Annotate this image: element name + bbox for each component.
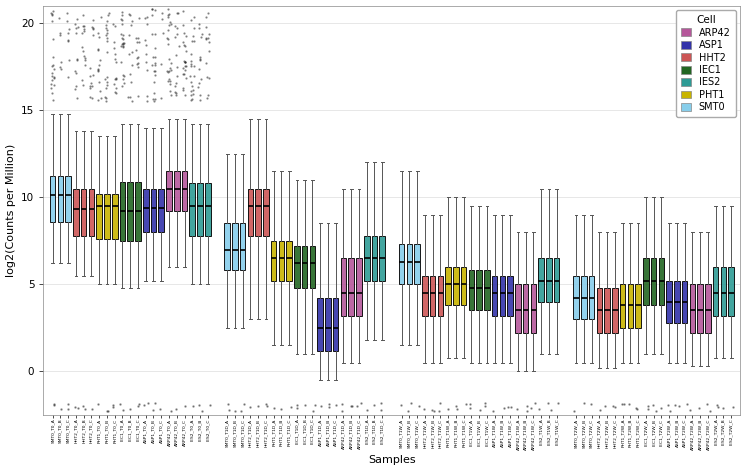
PathPatch shape [89,188,94,236]
PathPatch shape [643,258,648,305]
Legend: ARP42, ASP1, HHT2, IEC1, IES2, PHT1, SMT0: ARP42, ASP1, HHT2, IEC1, IES2, PHT1, SMT… [677,10,736,117]
PathPatch shape [380,236,385,281]
PathPatch shape [232,223,238,270]
PathPatch shape [477,270,482,310]
PathPatch shape [445,267,451,305]
PathPatch shape [399,244,404,284]
PathPatch shape [507,276,513,316]
PathPatch shape [341,258,346,316]
PathPatch shape [104,194,110,239]
PathPatch shape [581,276,586,319]
PathPatch shape [364,236,369,281]
PathPatch shape [492,276,498,316]
PathPatch shape [96,194,102,239]
PathPatch shape [539,258,544,302]
PathPatch shape [721,267,726,316]
PathPatch shape [112,194,118,239]
PathPatch shape [174,171,180,211]
PathPatch shape [705,284,711,333]
PathPatch shape [263,188,269,236]
PathPatch shape [119,181,125,241]
PathPatch shape [453,267,459,305]
PathPatch shape [255,188,261,236]
PathPatch shape [407,244,412,284]
PathPatch shape [182,171,187,211]
X-axis label: Samples: Samples [368,455,416,465]
PathPatch shape [143,188,148,232]
PathPatch shape [573,276,579,319]
PathPatch shape [240,223,245,270]
PathPatch shape [271,241,277,281]
PathPatch shape [484,270,489,310]
PathPatch shape [666,281,672,323]
PathPatch shape [66,176,71,222]
PathPatch shape [248,188,253,236]
PathPatch shape [158,188,164,232]
PathPatch shape [333,298,339,350]
PathPatch shape [546,258,552,302]
PathPatch shape [500,276,505,316]
PathPatch shape [302,246,307,288]
PathPatch shape [620,284,625,328]
PathPatch shape [589,276,595,319]
PathPatch shape [189,183,195,236]
PathPatch shape [225,223,230,270]
PathPatch shape [597,288,602,333]
PathPatch shape [73,188,79,236]
PathPatch shape [81,188,87,236]
PathPatch shape [636,284,641,328]
PathPatch shape [57,176,63,222]
PathPatch shape [294,246,300,288]
PathPatch shape [205,183,210,236]
PathPatch shape [166,171,172,211]
PathPatch shape [674,281,680,323]
Y-axis label: log2(Counts per Million): log2(Counts per Million) [5,144,16,277]
PathPatch shape [325,298,330,350]
PathPatch shape [151,188,156,232]
PathPatch shape [430,276,436,316]
PathPatch shape [468,270,474,310]
PathPatch shape [659,258,664,305]
PathPatch shape [348,258,354,316]
PathPatch shape [461,267,466,305]
PathPatch shape [317,298,323,350]
PathPatch shape [604,288,610,333]
PathPatch shape [286,241,292,281]
PathPatch shape [698,284,703,333]
PathPatch shape [728,267,734,316]
PathPatch shape [651,258,656,305]
PathPatch shape [523,284,528,333]
PathPatch shape [438,276,443,316]
PathPatch shape [279,241,284,281]
PathPatch shape [682,281,687,323]
PathPatch shape [414,244,420,284]
PathPatch shape [515,284,521,333]
PathPatch shape [713,267,718,316]
PathPatch shape [627,284,633,328]
PathPatch shape [50,176,55,222]
PathPatch shape [689,284,695,333]
PathPatch shape [372,236,377,281]
PathPatch shape [530,284,536,333]
PathPatch shape [422,276,427,316]
PathPatch shape [310,246,316,288]
PathPatch shape [197,183,203,236]
PathPatch shape [128,181,133,241]
PathPatch shape [554,258,560,302]
PathPatch shape [135,181,141,241]
PathPatch shape [356,258,362,316]
PathPatch shape [612,288,618,333]
